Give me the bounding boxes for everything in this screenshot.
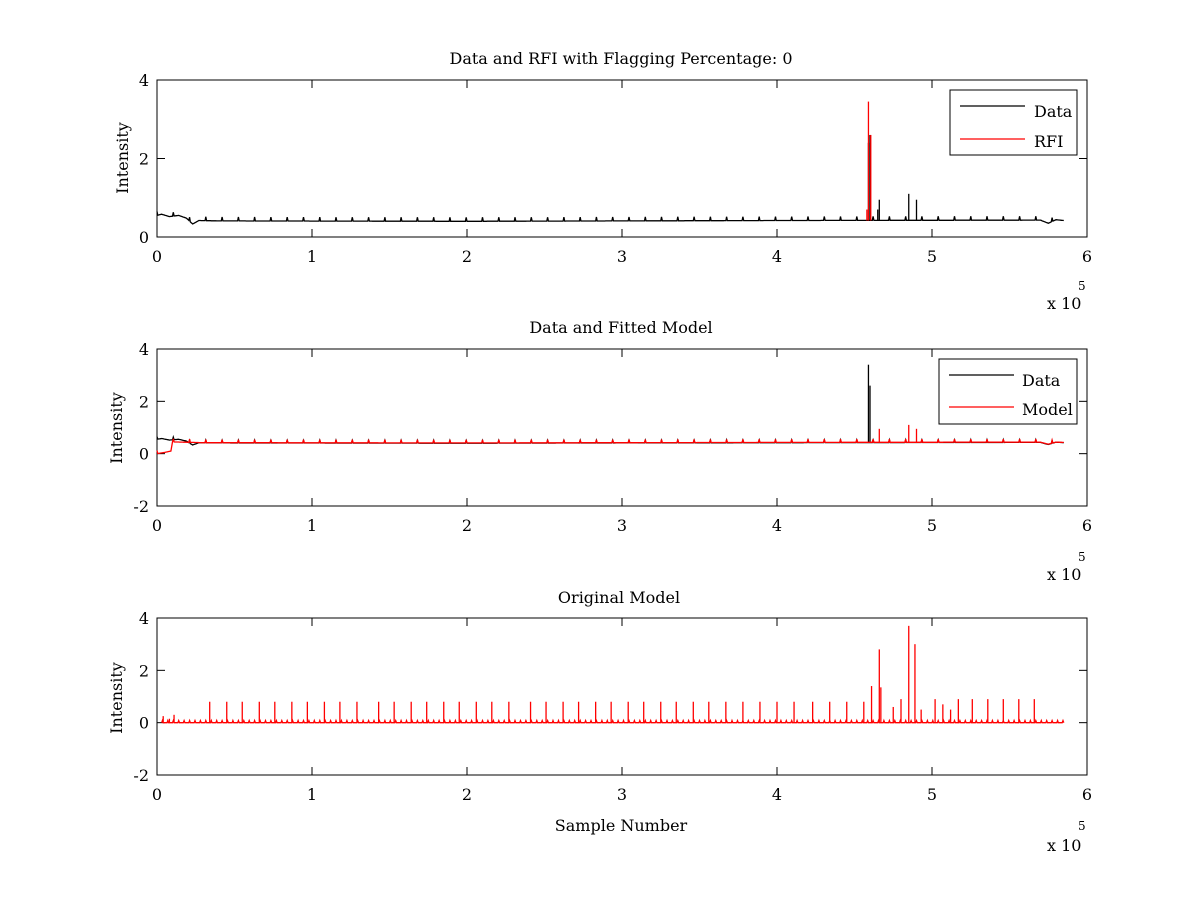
panel-2-multiplier: x 10 5: [1047, 550, 1086, 584]
y-tick-label: 2: [139, 661, 149, 680]
x-tick-label: 1: [307, 785, 317, 804]
x-tick-label: 0: [152, 785, 162, 804]
x-tick-label: 4: [772, 516, 782, 535]
x-tick-label: 1: [307, 516, 317, 535]
panel-2-title: Data and Fitted Model: [529, 318, 712, 337]
y-tick-label: 0: [139, 445, 149, 464]
panel-2-plot: [156, 364, 1064, 455]
x-tick-label: 5: [927, 785, 937, 804]
panel-rfi: Data and RFI with Flagging Percentage: 0…: [113, 49, 1092, 313]
panel-2-legend: Data Model: [938, 358, 1078, 425]
panel-2-legend-box: [938, 358, 1078, 425]
x-tick-label: 5: [927, 516, 937, 535]
panel-3-xlabel: Sample Number: [555, 816, 688, 835]
series-line-data: [156, 211, 1064, 225]
x-tick-label: 3: [617, 516, 627, 535]
x-tick-label: 5: [927, 247, 937, 266]
panel-3-multiplier-base: x 10: [1047, 836, 1081, 855]
y-tick-label: 0: [139, 714, 149, 733]
x-tick-label: 6: [1082, 785, 1092, 804]
panel-1-ylabel: Intensity: [113, 122, 132, 194]
panel-1-legend-box: [949, 89, 1078, 156]
panel-1-title: Data and RFI with Flagging Percentage: 0: [449, 49, 792, 68]
panel-1-axes: [156, 79, 1088, 238]
panel-3-ylabel: Intensity: [107, 662, 126, 734]
x-tick-label: 6: [1082, 516, 1092, 535]
x-tick-label: 6: [1082, 247, 1092, 266]
y-tick-label: -2: [133, 766, 149, 785]
x-tick-label: 2: [462, 785, 472, 804]
panel-3-plot: [161, 625, 1065, 724]
panel-1-multiplier-base: x 10: [1047, 294, 1081, 313]
x-tick-label: 4: [772, 247, 782, 266]
x-tick-label: 4: [772, 785, 782, 804]
series-line-model: [161, 718, 1065, 724]
panel-2-multiplier-exponent: 5: [1078, 550, 1086, 564]
x-tick-label: 0: [152, 516, 162, 535]
legend-label-data-2: Data: [1022, 371, 1061, 390]
panel-1-ticks: 0 1 2 3 4 5 6 0 2 4: [139, 71, 1092, 266]
panel-1-legend: Data RFI: [949, 89, 1078, 156]
x-tick-label: 3: [617, 247, 627, 266]
y-tick-label: -2: [133, 497, 149, 516]
x-tick-label: 3: [617, 785, 627, 804]
panel-1-multiplier: x 10 5: [1047, 279, 1086, 313]
y-tick-label: 2: [139, 392, 149, 411]
y-tick-label: 2: [139, 150, 149, 169]
panel-1-multiplier-exponent: 5: [1078, 279, 1086, 293]
x-tick-label: 2: [462, 516, 472, 535]
panel-fitted-model: Data and Fitted Model Intensity 0 1 2 3 4 5 6 -…: [107, 318, 1092, 584]
panel-2-multiplier-base: x 10: [1047, 565, 1081, 584]
legend-label-rfi: RFI: [1034, 132, 1063, 151]
panel-3-axes: [156, 617, 1088, 776]
panel-3-title: Original Model: [558, 588, 680, 607]
panel-2-ylabel: Intensity: [107, 392, 126, 464]
y-tick-label: 4: [139, 340, 149, 359]
y-tick-label: 4: [139, 609, 149, 628]
panel-original-model: Original Model Intensity Sample Number 0…: [107, 588, 1092, 855]
x-tick-label: 1: [307, 247, 317, 266]
series-line-model: [156, 437, 1064, 455]
y-tick-label: 0: [139, 228, 149, 247]
x-tick-label: 0: [152, 247, 162, 266]
panel-2-axes: [156, 348, 1088, 507]
panel-3-multiplier-exponent: 5: [1078, 819, 1086, 833]
legend-label-data: Data: [1034, 102, 1073, 121]
panel-1-plot: [156, 101, 1064, 225]
panel-3-multiplier: x 10 5: [1047, 819, 1086, 855]
y-tick-label: 4: [139, 71, 149, 90]
x-tick-label: 2: [462, 247, 472, 266]
legend-label-model: Model: [1022, 400, 1073, 419]
